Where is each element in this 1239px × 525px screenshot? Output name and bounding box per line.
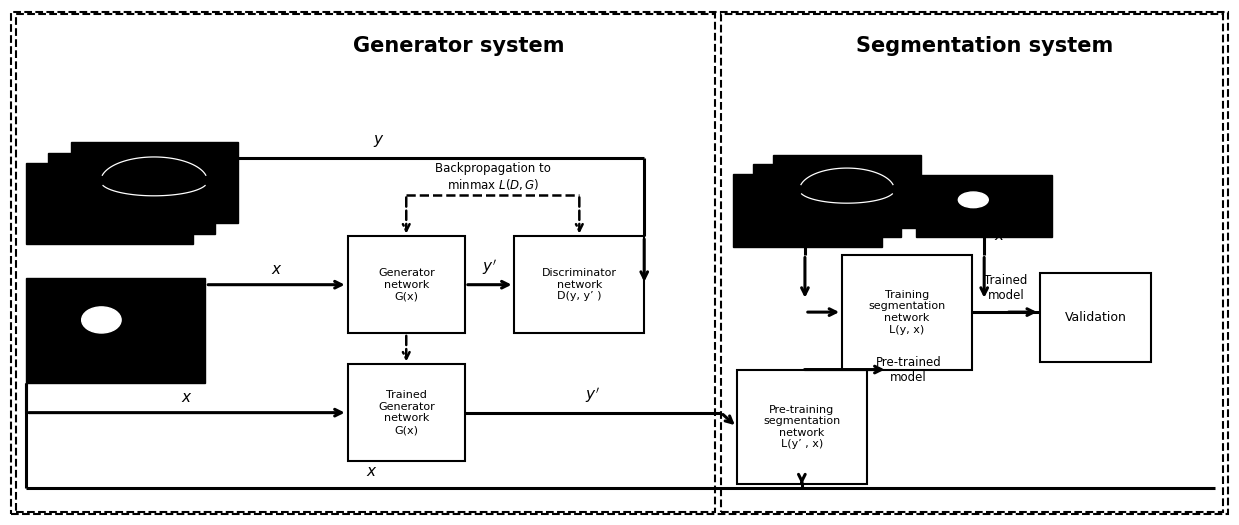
FancyBboxPatch shape <box>514 236 644 333</box>
Bar <box>753 164 901 237</box>
Bar <box>26 163 193 244</box>
Text: Trained
model: Trained model <box>984 274 1027 302</box>
Bar <box>773 155 921 228</box>
Bar <box>26 278 206 383</box>
Text: $x$: $x$ <box>181 390 192 405</box>
Text: $y'$: $y'$ <box>586 385 601 405</box>
Ellipse shape <box>958 192 989 208</box>
Text: $y$: $y$ <box>373 133 384 149</box>
Text: Generator
network
G(x): Generator network G(x) <box>378 268 435 301</box>
Text: $y'$: $y'$ <box>482 257 497 277</box>
Bar <box>733 174 882 247</box>
FancyBboxPatch shape <box>347 236 465 333</box>
Text: $x$: $x$ <box>270 262 282 277</box>
Text: $x$: $x$ <box>367 464 378 479</box>
Text: $x$: $x$ <box>994 228 1006 243</box>
FancyBboxPatch shape <box>347 364 465 461</box>
Ellipse shape <box>82 307 121 333</box>
FancyBboxPatch shape <box>737 370 867 485</box>
Text: Trained
Generator
network
G(x): Trained Generator network G(x) <box>378 390 435 435</box>
FancyBboxPatch shape <box>843 255 971 370</box>
Text: Backpropagation to
minmax $L(D,G)$: Backpropagation to minmax $L(D,G)$ <box>435 162 550 192</box>
Text: Pre-trained
model: Pre-trained model <box>876 355 942 384</box>
Text: Segmentation system: Segmentation system <box>856 36 1113 56</box>
Text: Pre-training
segmentation
network
L(y’ , x): Pre-training segmentation network L(y’ ,… <box>763 405 840 449</box>
Text: Validation: Validation <box>1064 311 1126 324</box>
Bar <box>48 153 216 234</box>
Bar <box>71 142 238 223</box>
Text: Training
segmentation
network
L(y, x): Training segmentation network L(y, x) <box>869 290 945 334</box>
Text: Generator system: Generator system <box>353 36 565 56</box>
Text: $y$: $y$ <box>777 232 789 248</box>
Text: Discriminator
network
D(y, y’ ): Discriminator network D(y, y’ ) <box>541 268 617 301</box>
FancyBboxPatch shape <box>1040 273 1151 362</box>
Bar <box>916 175 1052 237</box>
